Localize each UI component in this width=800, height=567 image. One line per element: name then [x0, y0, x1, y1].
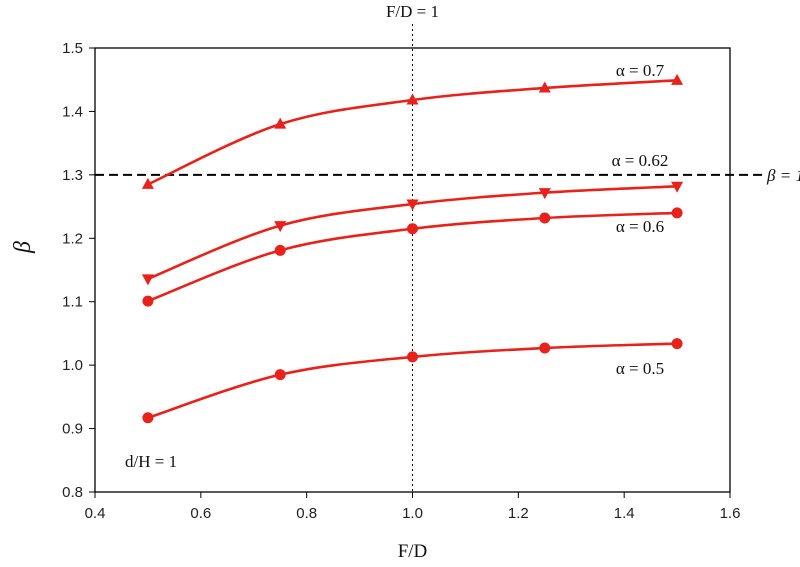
data-point [407, 351, 418, 363]
series-label: α = 0.5 [616, 359, 664, 378]
x-tick-label: 0.6 [190, 505, 211, 522]
y-tick-label: 1.2 [62, 230, 83, 247]
annotation-label: d/H = 1 [125, 452, 177, 471]
data-point [671, 338, 683, 350]
data-point [142, 412, 154, 424]
data-point [406, 199, 419, 211]
x-tick-label: 1.0 [402, 505, 423, 522]
series-group [141, 73, 684, 424]
y-tick-label: 1.3 [62, 167, 83, 184]
data-point [406, 93, 419, 105]
reference-lines [95, 24, 762, 492]
x-tick-label: 1.2 [508, 505, 529, 522]
y-axis-title: β [10, 241, 36, 254]
data-point [539, 342, 551, 354]
horizontal-reference-label: β = 1.3 [766, 166, 800, 185]
series-label: α = 0.6 [616, 217, 664, 236]
x-tick-label: 0.8 [296, 505, 317, 522]
y-tick-label: 1.5 [62, 40, 83, 57]
x-axis-title: F/D [398, 541, 428, 562]
data-point [407, 223, 418, 235]
vertical-reference-label: F/D = 1 [386, 2, 439, 21]
data-point [274, 244, 286, 256]
x-tick-label: 0.4 [85, 505, 106, 522]
data-point [141, 177, 154, 189]
series-label: α = 0.7 [616, 61, 665, 80]
y-tick-label: 0.9 [62, 421, 83, 438]
x-tick-label: 1.6 [720, 505, 741, 522]
data-point [141, 274, 154, 286]
data-point [671, 73, 684, 85]
y-tick-label: 1.1 [62, 294, 83, 311]
data-point [538, 188, 551, 200]
y-tick-label: 1.4 [62, 103, 83, 120]
data-point [274, 117, 287, 129]
x-axis: 0.4 0.6 0.8 1.0 1.2 1.4 1.6 [85, 492, 741, 522]
data-point [274, 369, 286, 381]
y-tick-label: 1.0 [62, 357, 83, 374]
y-tick-label: 0.8 [62, 484, 83, 501]
data-point [539, 212, 551, 224]
data-point [142, 295, 154, 307]
data-point [671, 181, 684, 193]
data-point [274, 221, 287, 233]
series-label: α = 0.62 [612, 151, 669, 170]
x-tick-label: 1.4 [614, 505, 635, 522]
data-point [538, 81, 551, 93]
labels-group: α = 0.7 α = 0.62 α = 0.6 α = 0.5 F/D = 1 β = … [10, 2, 800, 562]
data-point [671, 207, 683, 219]
y-axis: 0.8 0.9 1.0 1.1 1.2 1.3 1.4 1.5 [62, 40, 95, 501]
